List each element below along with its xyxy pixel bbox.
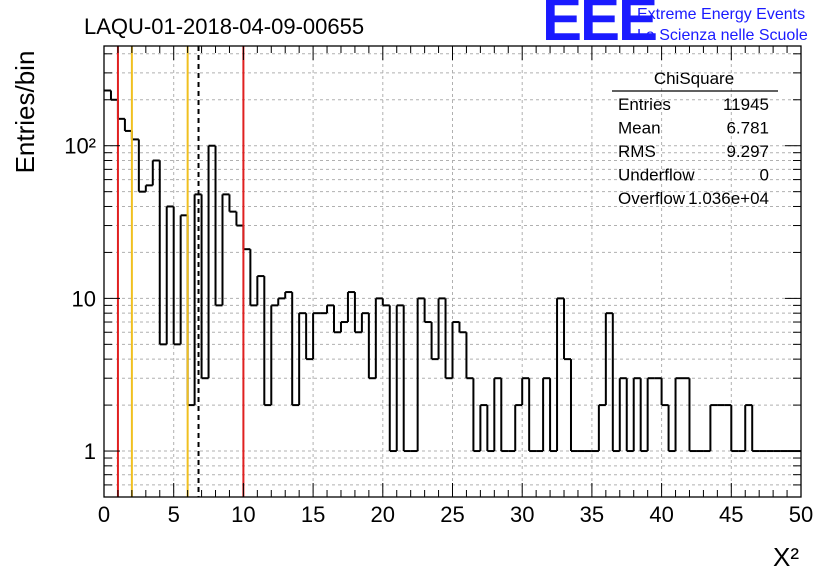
stats-row-label: Entries [618, 95, 671, 114]
x-tick-label: 10 [231, 502, 255, 527]
vertical-markers [116, 46, 245, 497]
y-axis-label: Entries/bin [10, 51, 40, 174]
stats-row-label: Mean [618, 119, 661, 138]
x-tick-label: 15 [301, 502, 325, 527]
stats-row-value: 6.781 [726, 119, 769, 138]
stats-row-label: Underflow [618, 166, 695, 185]
stats-row-value: 9.297 [726, 142, 769, 161]
x-tick-label: 50 [789, 502, 813, 527]
y-tick-label: 10² [64, 134, 96, 159]
eee-logo-line2: La Scienza nelle Scuole [637, 27, 808, 44]
eee-logo: EEE Extreme Energy Events La Scienza nel… [542, 0, 808, 53]
stats-row-value: 11945 [723, 95, 769, 114]
chart-title: LAQU-01-2018-04-09-00655 [84, 14, 364, 39]
eee-logo-line1: Extreme Energy Events [637, 6, 805, 23]
histogram [104, 89, 801, 453]
x-tick-label: 20 [371, 502, 395, 527]
stats-row-label: Overflow [618, 189, 686, 208]
y-tick-label: 1 [84, 439, 96, 464]
x-axis-label: X² [773, 542, 799, 572]
x-tick-label: 0 [98, 502, 110, 527]
stats-box: ChiSquare Entries 11945 Mean 6.781 RMS 9.297 U… [612, 69, 778, 208]
x-tick-label: 5 [168, 502, 180, 527]
x-tick-label: 35 [580, 502, 604, 527]
stats-row-value: 1.036e+04 [688, 189, 769, 208]
x-tick-label: 45 [719, 502, 743, 527]
x-tick-label: 25 [440, 502, 464, 527]
x-tick-label: 30 [510, 502, 534, 527]
eee-logo-text: EEE [542, 0, 656, 53]
y-tick-label: 10 [72, 286, 96, 311]
axes: 0 5 10 15 20 25 30 35 40 45 50 1 10 10² [64, 45, 813, 527]
stats-row-label: RMS [618, 142, 656, 161]
x-tick-label: 40 [649, 502, 673, 527]
stats-row-value: 0 [760, 166, 769, 185]
stats-title: ChiSquare [654, 69, 734, 88]
